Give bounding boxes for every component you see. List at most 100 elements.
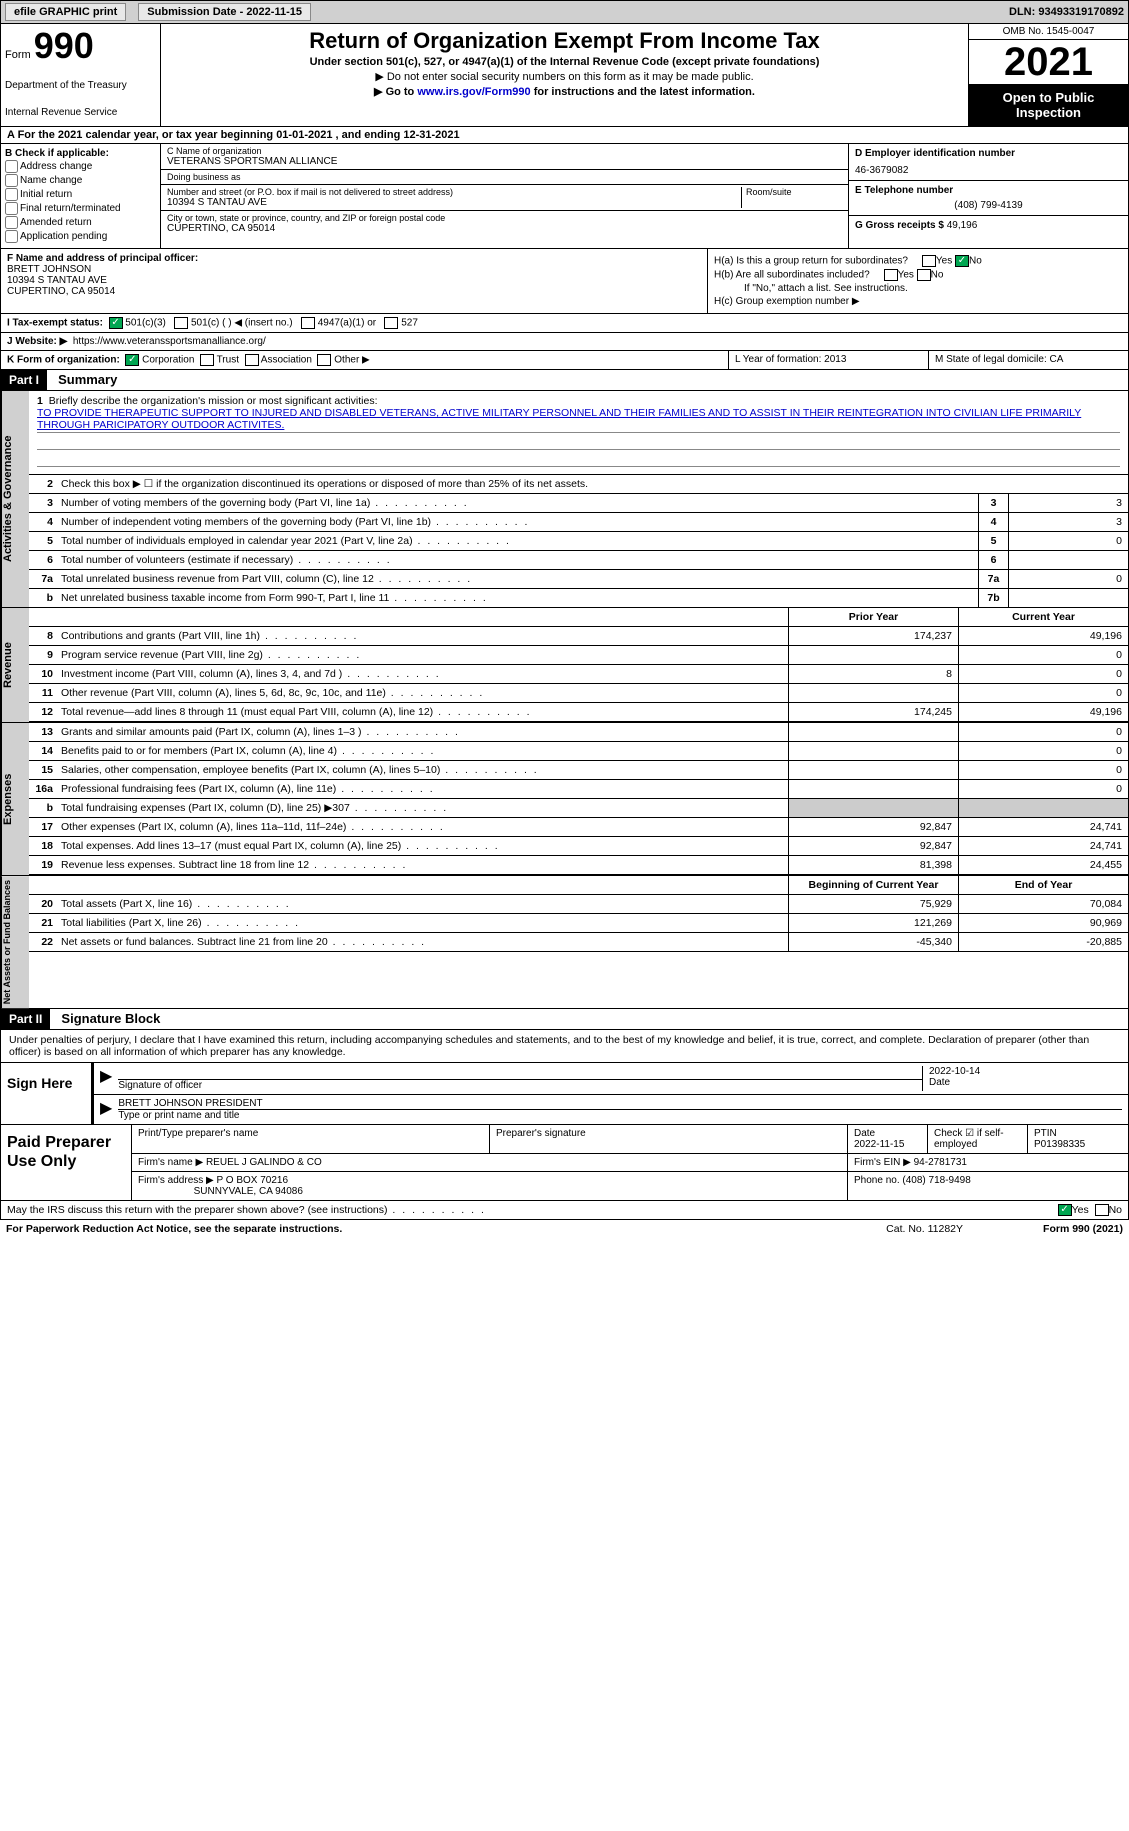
- h-b-note: If "No," attach a list. See instructions…: [714, 283, 1122, 294]
- fin-row: 14Benefits paid to or for members (Part …: [29, 742, 1128, 761]
- discuss-yes[interactable]: ✓: [1058, 1204, 1072, 1216]
- part2-num: Part II: [1, 1009, 50, 1029]
- summary-row: 5Total number of individuals employed in…: [29, 532, 1128, 551]
- ptin: P01398335: [1034, 1139, 1085, 1150]
- prep-date: 2022-11-15: [854, 1139, 904, 1150]
- chk-address[interactable]: Address change: [5, 160, 156, 173]
- dln: DLN: 93493319170892: [1009, 6, 1124, 18]
- chk-name[interactable]: Name change: [5, 174, 156, 187]
- row-k: K Form of organization: ✓ Corporation Tr…: [0, 351, 1129, 370]
- form-org-label: K Form of organization:: [7, 355, 120, 366]
- part1-title: Summary: [50, 369, 125, 390]
- h-a: H(a) Is this a group return for subordin…: [714, 255, 1122, 267]
- state-domicile: M State of legal domicile: CA: [928, 351, 1128, 369]
- gross-label: G Gross receipts $: [855, 220, 944, 231]
- submission-date: Submission Date - 2022-11-15: [138, 3, 311, 21]
- firm-addr: P O BOX 70216: [217, 1175, 289, 1186]
- officer-addr2: CUPERTINO, CA 95014: [7, 286, 701, 297]
- irs-link[interactable]: www.irs.gov/Form990: [417, 86, 530, 98]
- subtitle-3: ▶ Go to www.irs.gov/Form990 for instruct…: [169, 85, 960, 98]
- chk-other[interactable]: [317, 354, 331, 366]
- fin-row: 12Total revenue—add lines 8 through 11 (…: [29, 703, 1128, 722]
- chk-501c[interactable]: [174, 317, 188, 329]
- room-label: Room/suite: [746, 187, 842, 197]
- sig-intro: Under penalties of perjury, I declare th…: [0, 1030, 1129, 1063]
- part1-num: Part I: [1, 370, 47, 390]
- row-a: A For the 2021 calendar year, or tax yea…: [0, 127, 1129, 144]
- chk-527[interactable]: [384, 317, 398, 329]
- fin-row: 16aProfessional fundraising fees (Part I…: [29, 780, 1128, 799]
- summary-row: 7aTotal unrelated business revenue from …: [29, 570, 1128, 589]
- arrow-icon: ▶: [100, 1098, 112, 1121]
- form-label: Form: [5, 49, 31, 61]
- prep-name-lbl: Print/Type preparer's name: [138, 1128, 258, 1139]
- discuss-text: May the IRS discuss this return with the…: [7, 1204, 486, 1216]
- chk-501c3[interactable]: ✓: [109, 317, 123, 329]
- tax-exempt-label: I Tax-exempt status:: [7, 318, 103, 329]
- sign-here-block: Sign Here ▶ Signature of officer 2022-10…: [0, 1063, 1129, 1125]
- efile-button[interactable]: efile GRAPHIC print: [5, 3, 126, 21]
- form-number: 990: [34, 25, 94, 66]
- col-current: Current Year: [958, 608, 1128, 626]
- form-header: Form 990 Department of the Treasury Inte…: [0, 24, 1129, 127]
- chk-4947[interactable]: [301, 317, 315, 329]
- h-c: H(c) Group exemption number ▶: [714, 296, 1122, 307]
- vert-expenses: Expenses: [1, 723, 29, 875]
- summary-row: 6Total number of volunteers (estimate if…: [29, 551, 1128, 570]
- form-ref: Form 990 (2021): [1043, 1223, 1123, 1235]
- fin-row: 15Salaries, other compensation, employee…: [29, 761, 1128, 780]
- omb-number: OMB No. 1545-0047: [969, 24, 1128, 40]
- website-url: https://www.veteranssportsmanalliance.or…: [73, 336, 266, 347]
- prep-self-emp: Check ☑ if self-employed: [934, 1128, 1004, 1150]
- officer-addr1: 10394 S TANTAU AVE: [7, 275, 701, 286]
- blank-line: [37, 436, 1120, 450]
- chk-final[interactable]: Final return/terminated: [5, 202, 156, 215]
- chk-assoc[interactable]: [245, 354, 259, 366]
- chk-corp[interactable]: ✓: [125, 354, 139, 366]
- sign-here-label: Sign Here: [1, 1063, 91, 1124]
- ein-label: D Employer identification number: [855, 148, 1122, 159]
- year-formation: L Year of formation: 2013: [728, 351, 928, 369]
- paperwork-notice: For Paperwork Reduction Act Notice, see …: [6, 1223, 342, 1235]
- officer-label: F Name and address of principal officer:: [7, 253, 701, 264]
- city-state-zip: CUPERTINO, CA 95014: [167, 223, 842, 234]
- sig-officer-label: Signature of officer: [118, 1080, 202, 1091]
- chk-pending[interactable]: Application pending: [5, 230, 156, 243]
- summary-row: 3Number of voting members of the governi…: [29, 494, 1128, 513]
- summary-governance: Activities & Governance 1 Briefly descri…: [0, 391, 1129, 608]
- chk-initial[interactable]: Initial return: [5, 188, 156, 201]
- dba-label: Doing business as: [167, 172, 842, 182]
- addr-label: Number and street (or P.O. box if mail i…: [167, 187, 741, 197]
- col-b: B Check if applicable: Address change Na…: [1, 144, 161, 248]
- telephone: (408) 799-4139: [855, 200, 1122, 211]
- fin-row: bTotal fundraising expenses (Part IX, co…: [29, 799, 1128, 818]
- row-i: I Tax-exempt status: ✓ 501(c)(3) 501(c) …: [0, 314, 1129, 333]
- col-c: C Name of organization VETERANS SPORTSMA…: [161, 144, 848, 248]
- part2-bar: Part II Signature Block: [0, 1009, 1129, 1030]
- part2-title: Signature Block: [53, 1008, 168, 1029]
- org-name: VETERANS SPORTSMAN ALLIANCE: [167, 156, 842, 167]
- tax-year: 2021: [969, 40, 1128, 84]
- fin-row: 18Total expenses. Add lines 13–17 (must …: [29, 837, 1128, 856]
- fin-row: 17Other expenses (Part IX, column (A), l…: [29, 818, 1128, 837]
- fin-row: 10Investment income (Part VIII, column (…: [29, 665, 1128, 684]
- fin-row: 13Grants and similar amounts paid (Part …: [29, 723, 1128, 742]
- irs-label: Internal Revenue Service: [5, 107, 156, 118]
- footer: For Paperwork Reduction Act Notice, see …: [0, 1220, 1129, 1238]
- vert-net: Net Assets or Fund Balances: [1, 876, 29, 1008]
- summary-row: 4Number of independent voting members of…: [29, 513, 1128, 532]
- col-d: D Employer identification number 46-3679…: [848, 144, 1128, 248]
- lower-block: F Name and address of principal officer:…: [0, 249, 1129, 314]
- discuss-no[interactable]: [1095, 1204, 1109, 1216]
- fin-row: 20Total assets (Part X, line 16)75,92970…: [29, 895, 1128, 914]
- fin-expenses: Expenses 13Grants and similar amounts pa…: [0, 723, 1129, 876]
- chk-trust[interactable]: [200, 354, 214, 366]
- chk-amended[interactable]: Amended return: [5, 216, 156, 229]
- prep-sig-lbl: Preparer's signature: [496, 1128, 586, 1139]
- firm-ein: 94-2781731: [914, 1157, 967, 1168]
- form-title: Return of Organization Exempt From Incom…: [169, 28, 960, 54]
- fin-row: 22Net assets or fund balances. Subtract …: [29, 933, 1128, 952]
- tel-label: E Telephone number: [855, 185, 1122, 196]
- preparer-label: Paid Preparer Use Only: [1, 1125, 131, 1200]
- preparer-block: Paid Preparer Use Only Print/Type prepar…: [0, 1125, 1129, 1201]
